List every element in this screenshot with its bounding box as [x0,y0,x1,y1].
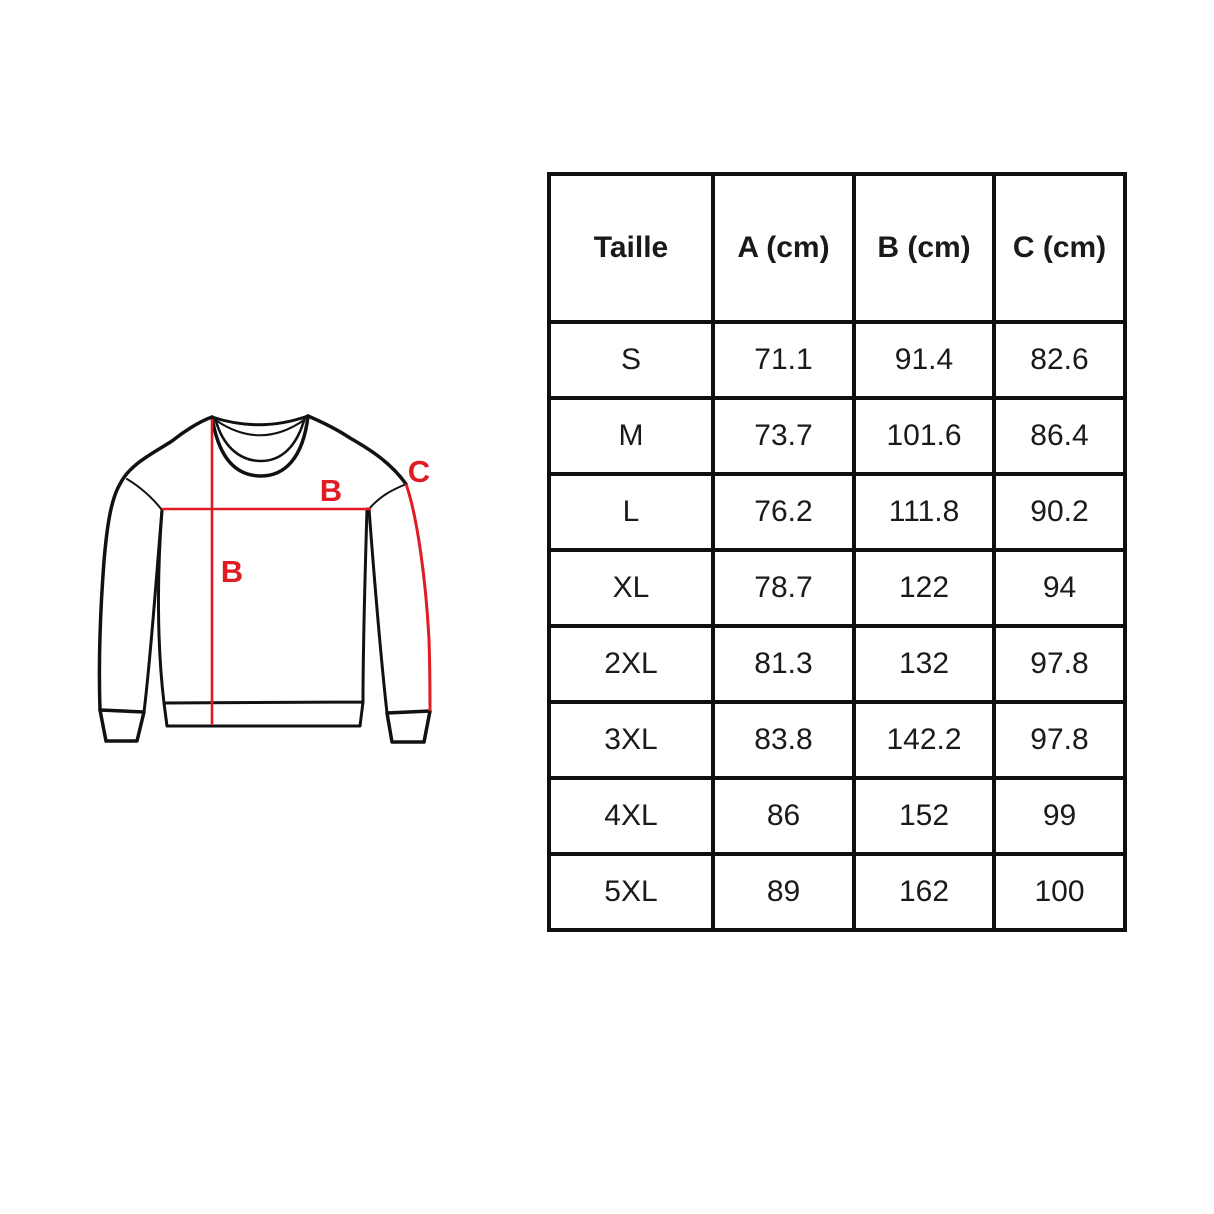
sweatshirt-diagram: B B C [85,400,495,760]
label-chest-b: B [320,473,342,508]
size-cell: 3XL [547,700,715,780]
b-cell: 152 [852,776,996,856]
size-cell: XL [547,548,715,628]
collar-back-top-edge [210,414,310,427]
c-cell: 90.2 [992,472,1127,552]
a-cell: 83.8 [711,700,856,780]
b-cell: 101.6 [852,396,996,476]
b-cell: 91.4 [852,320,996,400]
size-cell: 4XL [547,776,715,856]
a-cell: 78.7 [711,548,856,628]
size-cell: 2XL [547,624,715,704]
size-cell: 5XL [547,852,715,932]
c-cell: 86.4 [992,396,1127,476]
size-table: Taille A (cm) B (cm) C (cm) S 71.1 91.4 … [547,172,1127,932]
column-header-c: C (cm) [992,172,1127,324]
left-cuff [98,708,146,743]
measurement-line-sleeve [404,483,432,712]
right-sleeve-inner-edge [367,507,389,715]
right-cuff [385,709,432,744]
c-cell: 97.8 [992,624,1127,704]
a-cell: 89 [711,852,856,932]
b-cell: 142.2 [852,700,996,780]
column-header-b: B (cm) [852,172,996,324]
body-right-edge [361,507,369,704]
table-row: L 76.2 111.8 90.2 [547,472,1127,552]
table-row: 5XL 89 162 100 [547,852,1127,932]
b-cell: 111.8 [852,472,996,552]
collar-back-inner-edge [216,419,305,437]
c-cell: 100 [992,852,1127,932]
table-row: 4XL 86 152 99 [547,776,1127,856]
b-cell: 162 [852,852,996,932]
measurement-labels: B B C [221,454,430,589]
size-table-body: S 71.1 91.4 82.6 M 73.7 101.6 86.4 L 76.… [547,320,1127,932]
table-row: 3XL 83.8 142.2 97.8 [547,700,1127,780]
a-cell: 71.1 [711,320,856,400]
left-armhole-seam [126,478,163,511]
table-row: XL 78.7 122 94 [547,548,1127,628]
column-header-a: A (cm) [711,172,856,324]
size-cell: M [547,396,715,476]
size-table-header: Taille A (cm) B (cm) C (cm) [547,172,1127,324]
measurement-lines [162,419,432,725]
collar-outer-edge [210,414,310,478]
a-cell: 76.2 [711,472,856,552]
right-armhole-seam [368,484,405,510]
b-cell: 122 [852,548,996,628]
label-length-b: B [221,554,243,589]
a-cell: 81.3 [711,624,856,704]
column-header-size: Taille [547,172,715,324]
sweatshirt-drawing: B B C [97,414,432,744]
hem-band [162,700,365,728]
b-cell: 132 [852,624,996,704]
a-cell: 73.7 [711,396,856,476]
c-cell: 82.6 [992,320,1127,400]
header-row: Taille A (cm) B (cm) C (cm) [547,172,1127,324]
size-cell: S [547,320,715,400]
table-row: M 73.7 101.6 86.4 [547,396,1127,476]
c-cell: 97.8 [992,700,1127,780]
table-row: 2XL 81.3 132 97.8 [547,624,1127,704]
left-sleeve-outer-edge [97,415,214,712]
c-cell: 99 [992,776,1127,856]
sweatshirt-outline [97,414,432,744]
a-cell: 86 [711,776,856,856]
right-shoulder-edge [306,414,408,486]
size-cell: L [547,472,715,552]
label-sleeve-c: C [408,454,430,489]
table-row: S 71.1 91.4 82.6 [547,320,1127,400]
c-cell: 94 [992,548,1127,628]
body-left-edge [156,508,166,705]
collar-inner-edge [213,415,307,463]
